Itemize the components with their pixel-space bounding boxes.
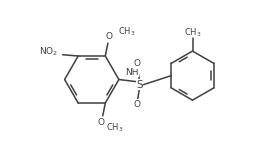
Text: O: O [134, 59, 141, 69]
Text: O: O [97, 118, 104, 127]
Text: S: S [136, 80, 143, 90]
Text: CH$_3$: CH$_3$ [118, 25, 136, 38]
Text: O: O [106, 32, 113, 41]
Text: O: O [134, 100, 141, 109]
Text: NO$_2$: NO$_2$ [39, 46, 59, 58]
Text: CH$_3$: CH$_3$ [184, 26, 201, 39]
Text: NH: NH [125, 68, 139, 77]
Text: CH$_3$: CH$_3$ [106, 122, 124, 134]
